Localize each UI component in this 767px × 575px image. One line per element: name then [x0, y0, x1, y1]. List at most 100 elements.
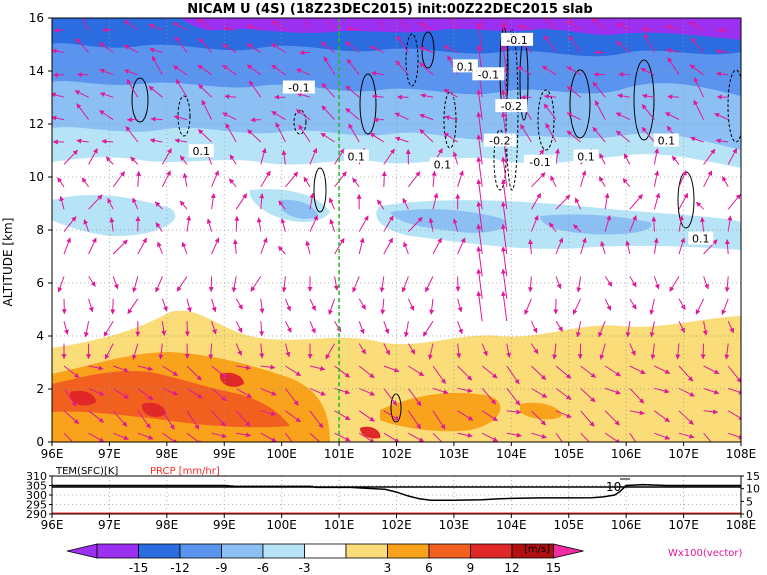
patch-12-lower-4	[360, 426, 381, 439]
wind-vector	[81, 18, 90, 31]
wind-vector	[703, 409, 719, 415]
y-tick-label: 6	[36, 276, 44, 290]
colorbar-swatch	[262, 543, 305, 559]
wind-vector	[598, 321, 606, 338]
wind-vector	[566, 112, 581, 121]
wind-vector	[555, 276, 562, 290]
wind-vector	[197, 64, 212, 76]
wind-vector	[222, 112, 237, 121]
wind-vector	[689, 21, 704, 31]
wind-vector	[88, 148, 98, 165]
wind-vector	[605, 387, 621, 395]
wind-vector	[452, 151, 459, 165]
wind-vector	[724, 239, 730, 255]
wind-vector	[625, 321, 631, 338]
wind-vector	[173, 114, 188, 121]
wind-vector	[285, 410, 301, 423]
wind-vector	[284, 343, 291, 358]
colorbar-tick-label: -3	[299, 561, 311, 575]
wind-vector	[345, 41, 360, 53]
contour-label: -0.1	[282, 80, 315, 95]
wind-vector	[345, 107, 360, 120]
wind-vector	[303, 176, 311, 188]
wind-vector	[593, 71, 606, 77]
wind-vector	[629, 410, 645, 416]
wind-vector	[476, 179, 483, 210]
wind-vector	[457, 298, 463, 313]
wind-vector	[285, 171, 299, 188]
wind-vector	[201, 99, 213, 120]
wind-vector	[148, 85, 163, 98]
surface-x-tick-label: 106E	[611, 518, 642, 532]
wind-vector	[530, 343, 539, 355]
temperature-label: TEM(SFC)[K]	[55, 466, 118, 477]
wind-vector	[422, 320, 434, 337]
wind-vector	[615, 23, 631, 31]
wind-vector	[186, 215, 192, 232]
wind-vector	[376, 199, 385, 210]
wind-vector	[250, 117, 261, 123]
wind-vector	[600, 241, 606, 255]
wind-vector	[383, 215, 394, 232]
wind-vector	[555, 148, 560, 165]
surface-x-tick-label: 99E	[213, 518, 236, 532]
wind-vector	[260, 387, 277, 396]
wind-vector	[59, 195, 65, 210]
wind-vector	[427, 343, 434, 360]
wind-vector	[420, 93, 434, 99]
wind-vector	[88, 365, 104, 371]
wind-vector	[667, 94, 680, 100]
wind-vector	[161, 148, 172, 165]
x-tick-label: 107E	[668, 447, 699, 461]
wind-vector	[501, 156, 508, 187]
wind-vector	[149, 138, 163, 144]
wind-vector	[653, 237, 659, 255]
wind-vector	[432, 410, 446, 430]
wind-vector	[358, 237, 365, 255]
wind-vector	[309, 192, 315, 210]
wind-vector	[425, 276, 434, 293]
surface-x-tick-label: 96E	[41, 518, 64, 532]
wind-vector	[653, 148, 660, 165]
wind-vector	[74, 90, 89, 98]
x-tick-label: 100E	[266, 447, 297, 461]
wind-vector	[480, 18, 483, 31]
wind-vector	[309, 387, 326, 396]
wind-vector	[566, 130, 581, 143]
wind-vector	[124, 69, 138, 76]
wind-vector	[112, 387, 129, 399]
contour-label: 0.1	[429, 157, 455, 171]
wind-vector	[407, 388, 422, 407]
wind-vector	[649, 298, 655, 315]
patch-m6-mid-2	[540, 214, 652, 235]
wind-vector	[75, 38, 89, 53]
y-axis-ticks: 0 2 4 6 8 10 12 14 16	[29, 11, 52, 449]
colorbar-tick-label: 3	[384, 561, 392, 575]
wind-vector	[654, 432, 671, 440]
wind-vector	[395, 60, 409, 76]
colorbar-tick-label: 6	[425, 561, 433, 575]
wind-vector	[678, 410, 694, 425]
wind-vector	[531, 387, 548, 398]
wind-vector	[604, 410, 620, 426]
wind-vector	[101, 138, 114, 144]
wind-vector	[231, 276, 237, 293]
wind-vector	[284, 320, 292, 333]
wind-vector	[531, 410, 546, 426]
wind-vector	[702, 321, 708, 336]
wind-vector	[334, 365, 351, 378]
wind-vector	[591, 18, 606, 31]
wind-vector	[323, 56, 336, 76]
wind-vector	[157, 241, 163, 255]
wind-vector	[99, 92, 114, 98]
wind-vector	[271, 43, 286, 53]
surface-x-tick-label: 101E	[324, 518, 355, 532]
wind-vector	[222, 64, 237, 76]
wind-vector	[383, 321, 390, 335]
wind-vector	[235, 410, 251, 427]
wind-vector	[358, 410, 375, 422]
wind-vector	[604, 276, 613, 287]
wind-vector	[379, 276, 385, 293]
wind-vector	[172, 22, 188, 31]
wind-vector	[727, 320, 735, 334]
